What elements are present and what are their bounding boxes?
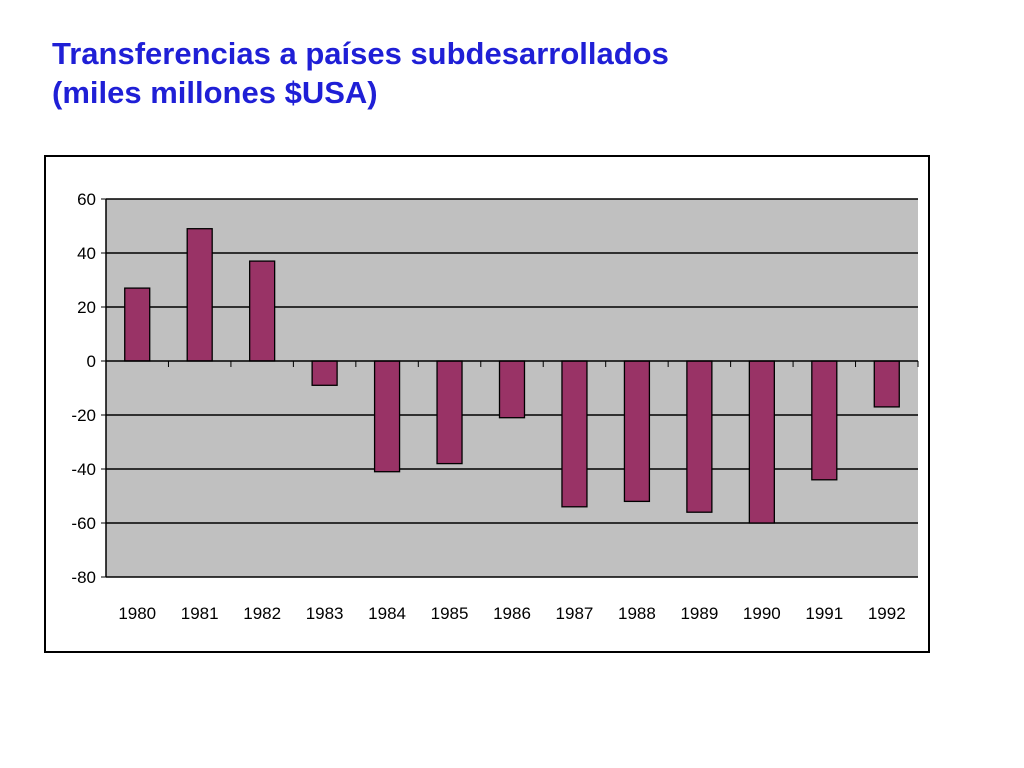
bar-1990 bbox=[748, 360, 775, 524]
bar-1983 bbox=[311, 360, 338, 386]
title-line-2: (miles millones $USA) bbox=[52, 75, 378, 110]
x-tick-label: 1980 bbox=[118, 604, 156, 623]
x-tick-label: 1992 bbox=[868, 604, 906, 623]
y-tick-label: 40 bbox=[77, 244, 96, 263]
bar-1988 bbox=[623, 360, 651, 503]
bar-1985 bbox=[436, 360, 463, 465]
x-tick-label: 1988 bbox=[618, 604, 656, 623]
y-tick-labels: 60 40 20 0 -20 -40 -60 -80 bbox=[71, 190, 96, 587]
y-tick-label: 60 bbox=[77, 190, 96, 209]
x-tick-label: 1981 bbox=[181, 604, 219, 623]
gridlines bbox=[106, 198, 918, 578]
x-tick-labels: 1980 1981 1982 1983 1984 1985 1986 1987 1988 1989… bbox=[118, 604, 905, 623]
x-tick-label: 1982 bbox=[243, 604, 281, 623]
x-tick-label: 1987 bbox=[556, 604, 594, 623]
x-tick-label: 1986 bbox=[493, 604, 531, 623]
x-tick-label: 1990 bbox=[743, 604, 781, 623]
y-tick-label: 20 bbox=[77, 298, 96, 317]
bar-1989 bbox=[686, 360, 713, 513]
y-tick-label: -20 bbox=[71, 406, 96, 425]
y-tick-label: -40 bbox=[71, 460, 96, 479]
slide-title: Transferencias a países subdesarrollados… bbox=[52, 34, 992, 112]
bar-1984 bbox=[373, 360, 401, 473]
y-tick-label: 0 bbox=[87, 352, 96, 371]
x-tick-label: 1989 bbox=[680, 604, 718, 623]
y-tick-label: -60 bbox=[71, 514, 96, 533]
bar-chart: 60 40 20 0 -20 -40 -60 -80 1980 1981 1982 1983 1984… bbox=[71, 190, 919, 623]
bar-1991 bbox=[811, 360, 838, 481]
bar-1986 bbox=[498, 360, 526, 419]
y-tick-label: -80 bbox=[71, 568, 96, 587]
x-tick-label: 1985 bbox=[431, 604, 469, 623]
axes bbox=[101, 198, 919, 578]
x-tick-label: 1983 bbox=[306, 604, 344, 623]
bar-1980 bbox=[124, 287, 151, 362]
bar-1992 bbox=[873, 360, 900, 408]
x-tick-label: 1991 bbox=[805, 604, 843, 623]
chart-frame: 60 40 20 0 -20 -40 -60 -80 1980 1981 1982 1983 1984… bbox=[44, 155, 930, 653]
x-tick-label: 1984 bbox=[368, 604, 406, 623]
title-line-1: Transferencias a países subdesarrollados bbox=[52, 36, 669, 71]
bar-1987 bbox=[561, 360, 588, 508]
bar-1982 bbox=[249, 260, 276, 362]
bar-1981 bbox=[186, 228, 213, 362]
